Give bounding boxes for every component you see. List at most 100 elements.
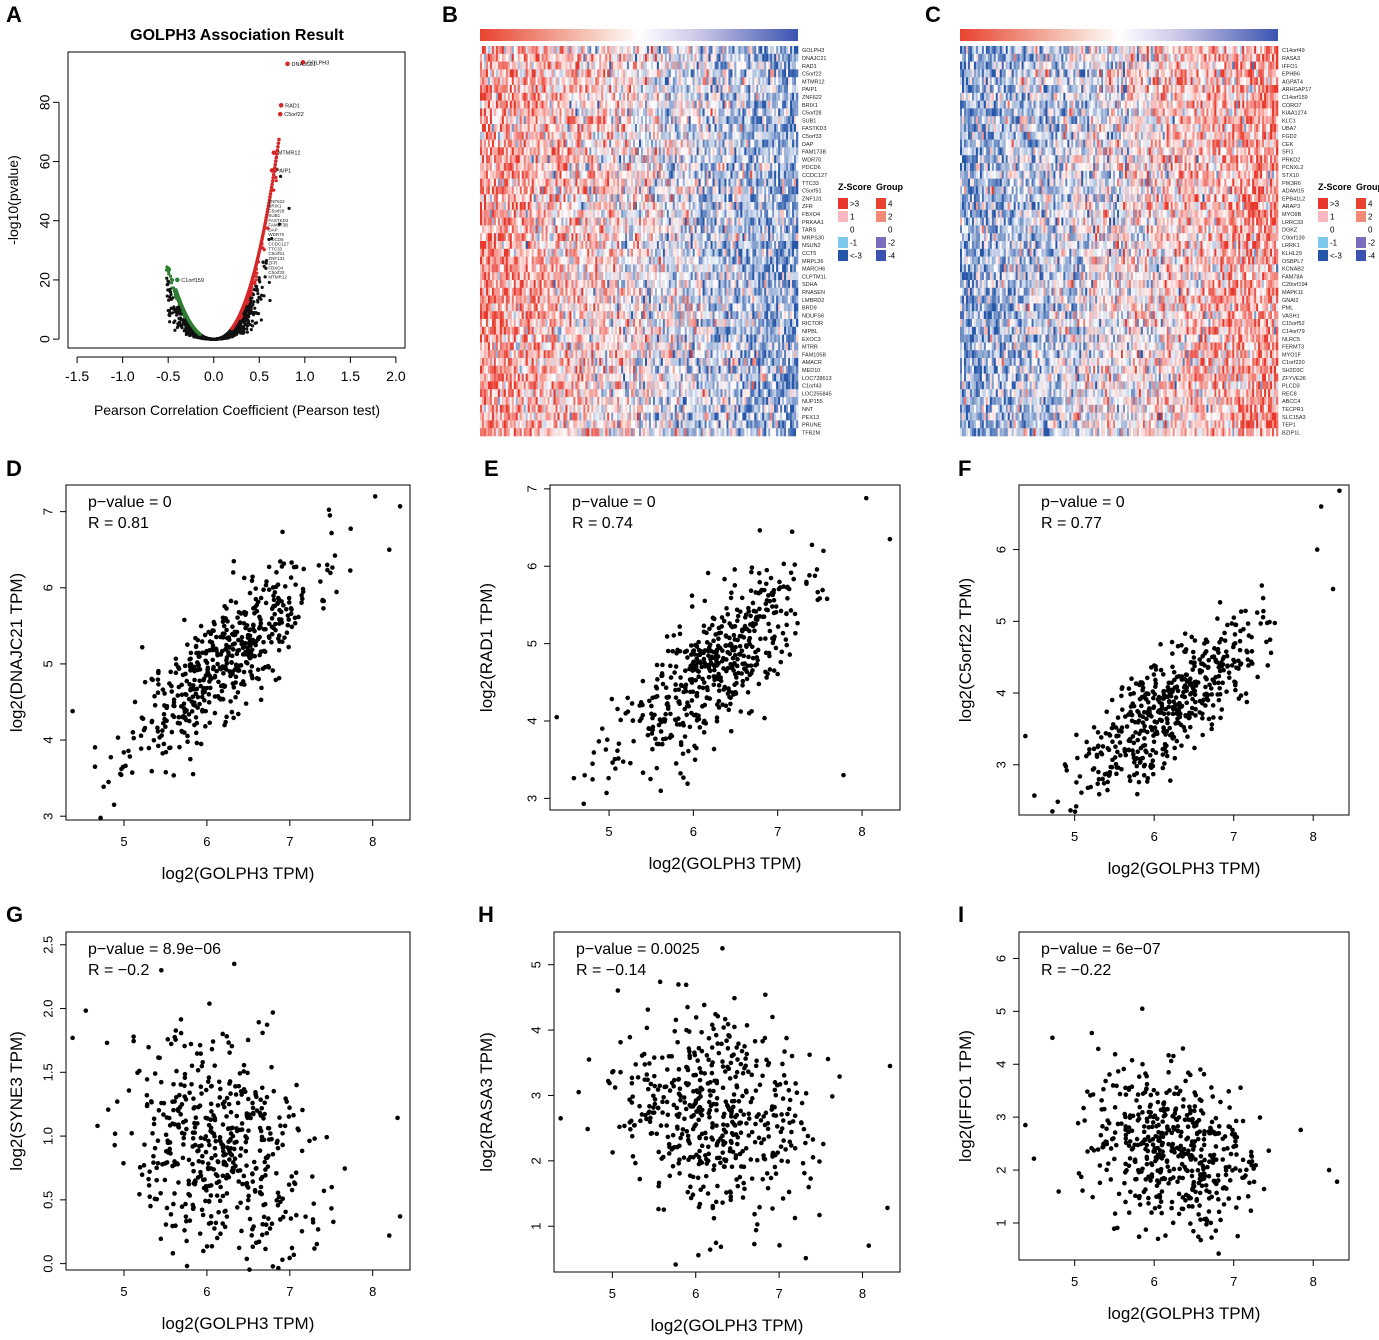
heatmap-cell [541,170,544,179]
heatmap-cell [581,397,584,406]
heatmap-cell [537,186,540,195]
heatmap-cell [501,85,505,94]
heatmap-cell [555,272,558,281]
gene-point [264,259,269,263]
heatmap-cell [493,428,497,437]
heatmap-cell [571,428,574,437]
heatmap-cell [555,92,558,101]
heatmap-cell [543,217,546,226]
heatmap-cell [499,248,503,257]
heatmap-cell [559,170,562,179]
heatmap-cell [599,319,602,328]
heatmap-cell [507,342,511,351]
heatmap-cell [493,46,497,55]
gene-point [168,295,172,299]
heatmap-cell [557,139,560,148]
heatmap-cell [541,131,544,140]
heatmap-cell [521,163,525,172]
heatmap-cell [579,412,582,421]
heatmap-cell [527,350,530,359]
heatmap-cell [569,61,572,70]
heatmap-cell [595,397,598,406]
heatmap-cell [573,217,576,226]
heatmap-cell [511,404,515,413]
heatmap-cell [483,412,487,421]
heatmap-cell [531,264,534,273]
heatmap-cell [565,358,568,367]
heatmap-cell [575,100,578,109]
heatmap-cell [501,248,505,257]
heatmap-cell [541,334,544,343]
heatmap-cell [505,365,509,374]
heatmap-cell [575,202,578,211]
heatmap-cell [595,116,598,125]
heatmap-cell [553,100,556,109]
heatmap-cell [505,342,509,351]
heatmap-cell [503,139,507,148]
heatmap-cell [549,272,552,281]
heatmap-cell [511,108,515,117]
heatmap-cell [535,186,538,195]
heatmap-cell [547,61,550,70]
heatmap-cell [529,124,532,133]
heatmap-cell [517,46,521,55]
heatmap-cell [575,217,578,226]
heatmap-cell [487,280,491,289]
heatmap-cell [557,358,560,367]
heatmap-cell [533,124,536,133]
heatmap-cell [573,194,576,203]
heatmap-cell [541,272,544,281]
heatmap-cell [561,389,564,398]
heatmap-cell [523,287,527,296]
heatmap-cell [505,280,509,289]
heatmap-cell [493,241,497,250]
heatmap-cell [551,217,554,226]
heatmap-cell [595,194,598,203]
heatmap-cell [539,420,542,429]
heatmap-cell [517,420,521,429]
heatmap-cell [571,389,574,398]
heatmap-cell [521,303,525,312]
heatmap-cell [483,319,487,328]
heatmap-cell [567,272,570,281]
heatmap-cell [567,397,570,406]
heatmap-cell [597,233,600,242]
gene-point [269,189,273,193]
heatmap-cell [601,124,604,133]
heatmap-cell [541,295,544,304]
heatmap-cell [569,85,572,94]
heatmap-cell [559,209,562,218]
heatmap-cell [491,311,495,320]
heatmap-cell [501,373,505,382]
heatmap-cell [515,280,519,289]
heatmap-cell [575,389,578,398]
heatmap-cell [569,319,572,328]
heatmap-cell [531,77,534,86]
heatmap-cell [567,124,570,133]
heatmap-cell [537,280,540,289]
heatmap-cell [511,92,515,101]
heatmap-cell [541,241,544,250]
heatmap-cell [525,256,528,265]
heatmap-cell [523,342,527,351]
heatmap-cell [577,241,580,250]
heatmap-cell [511,53,515,62]
heatmap-cell [573,350,576,359]
heatmap-cell [583,147,586,156]
heatmap-cell [517,186,521,195]
highlight-point [174,277,180,283]
heatmap-cell [487,397,491,406]
heatmap-cell [489,147,493,156]
heatmap-cell [559,194,562,203]
heatmap-cell [480,311,483,320]
gene-point [265,213,269,217]
heatmap-cell [557,256,560,265]
heatmap-cell [551,326,554,335]
heatmap-cell [495,163,499,172]
gene-point [167,309,172,313]
heatmap-cell [487,194,491,203]
heatmap-cell [577,350,580,359]
heatmap-cell [503,178,507,187]
heatmap-cell [497,131,501,140]
heatmap-cell [563,202,566,211]
